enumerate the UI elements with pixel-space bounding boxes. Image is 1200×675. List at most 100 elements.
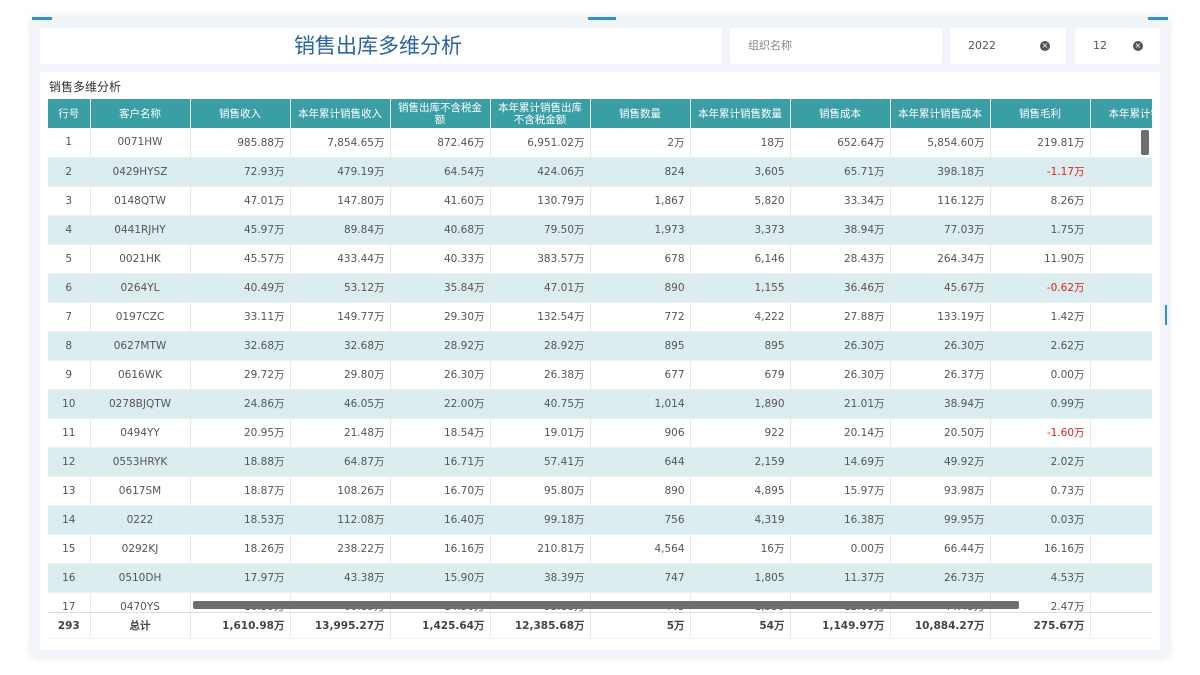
table-cell: 72.93万 [190,157,291,187]
column-header: 销售毛利 [990,99,1091,128]
total-cell: 1,149.97万 [790,612,891,639]
table-cell: 18.88万 [190,447,291,477]
column-header: 本年累计销售收入 [290,99,391,128]
table-cell: 93.98万 [890,476,991,506]
table-cell: 149.77万 [290,302,391,332]
table-cell: 4,895 [690,476,791,506]
column-header: 客户名称 [90,99,191,128]
table-cell: 644 [590,447,691,477]
table-row: 1 0071HW 985.88万 7,854.65万 872.46万 6,951.02万 2… [48,128,1152,158]
year-filter[interactable]: 2022 × [950,28,1066,64]
total-cell: 总计 [90,612,191,639]
table-cell: 1.42万 [990,302,1091,332]
table-cell: 210.81万 [490,534,591,564]
table-cell: 2万 [590,128,691,158]
table-cell: 116.12万 [890,186,991,216]
table-cell: 15.90万 [390,563,491,593]
accent-bar [1148,17,1168,20]
table-cell: 133.19万 [890,302,991,332]
table-cell: 45.57万 [190,244,291,274]
table-cell: 5,820 [690,186,791,216]
table-cell: 0021HK [90,244,191,274]
table-cell: 18.53万 [190,505,291,535]
table-cell: 16万 [690,534,791,564]
table-cell: 89.84万 [290,215,391,245]
table-cell: 4.53万 [990,563,1091,593]
total-cell: 13,995.27万 [290,612,391,639]
table-cell: 890 [590,273,691,303]
table-cell [1090,389,1152,419]
table-cell: 26.30万 [790,331,891,361]
table-cell: 756 [590,505,691,535]
table-wrap: 行号 客户名称 销售收入 本年累计销售收入 销售出库不含税金额 本年累计销售出库不含税金额… [48,99,1152,639]
table-cell: 10 [48,389,91,419]
table-cell: 26.38万 [490,360,591,390]
table-row: 7 0197CZC 33.11万 149.77万 29.30万 132.54万 772 4,2… [48,302,1152,332]
horizontal-scrollbar[interactable] [193,601,1019,609]
table-cell: 772 [590,302,691,332]
table-cell: 20.50万 [890,418,991,448]
clear-button[interactable]: × [1040,41,1050,51]
table-cell: 4 [48,215,91,245]
table-cell: 108.26万 [290,476,391,506]
total-row: 293 总计 1,610.98万 13,995.27万 1,425.64万 12,385.… [48,612,1152,639]
table-cell: 0.03万 [990,505,1091,535]
table-cell: 16.16万 [990,534,1091,564]
table-cell: 36.46万 [790,273,891,303]
table-cell: 16.16万 [390,534,491,564]
table-cell: 8.26万 [990,186,1091,216]
table-cell: 652.64万 [790,128,891,158]
table-cell: 0494YY [90,418,191,448]
table-cell: 18.26万 [190,534,291,564]
table-cell: 15.97万 [790,476,891,506]
table-cell [1090,273,1152,303]
table-cell: 38.94万 [790,215,891,245]
table-body: 1 0071HW 985.88万 7,854.65万 872.46万 6,951.02万 2… [48,128,1152,612]
section-title: 销售多维分析 [49,80,122,94]
table-cell: 8 [48,331,91,361]
table-cell: 40.49万 [190,273,291,303]
table-cell: 64.87万 [290,447,391,477]
table-cell: 33.34万 [790,186,891,216]
table-cell: 40.33万 [390,244,491,274]
table-cell: 895 [590,331,691,361]
table-cell: 32.68万 [290,331,391,361]
table-cell: -1.17万 [990,157,1091,187]
table-cell: 906 [590,418,691,448]
table-cell: 15 [48,534,91,564]
table-cell: 7 [48,302,91,332]
org-filter[interactable]: 组织名称 [730,28,942,64]
table-cell: 4,222 [690,302,791,332]
column-header: 本年累计销售成本 [890,99,991,128]
total-cell: 5万 [590,612,691,639]
table-row: 14 0222 18.53万 112.08万 16.40万 99.18万 756 4,319 1… [48,505,1152,535]
table-cell: 0470YS [90,592,191,612]
month-filter[interactable]: 12 × [1075,28,1160,64]
table-cell: 14 [48,505,91,535]
clear-button[interactable]: × [1133,41,1143,51]
table-cell: 0292KJ [90,534,191,564]
table-cell: 45.67万 [890,273,991,303]
table-cell: 20.14万 [790,418,891,448]
table-cell: 1,014 [590,389,691,419]
edge-handle [1165,305,1167,325]
table-cell [1090,505,1152,535]
table-cell [1090,534,1152,564]
table-cell: 0.00万 [990,360,1091,390]
table-cell [1090,476,1152,506]
vertical-scrollbar[interactable] [1141,130,1149,155]
table-cell: 20.95万 [190,418,291,448]
table-cell: 17.97万 [190,563,291,593]
table-cell: 147.80万 [290,186,391,216]
table-cell [1090,302,1152,332]
table-cell [1090,157,1152,187]
table-total: 293 总计 1,610.98万 13,995.27万 1,425.64万 12,385.… [48,612,1152,639]
table-cell [1090,360,1152,390]
table-cell: 18.87万 [190,476,291,506]
column-header: 销售成本 [790,99,891,128]
table-cell: 0.00万 [790,534,891,564]
table-cell: 32.68万 [190,331,291,361]
table-cell: 6 [48,273,91,303]
total-cell: 12,385.68万 [490,612,591,639]
